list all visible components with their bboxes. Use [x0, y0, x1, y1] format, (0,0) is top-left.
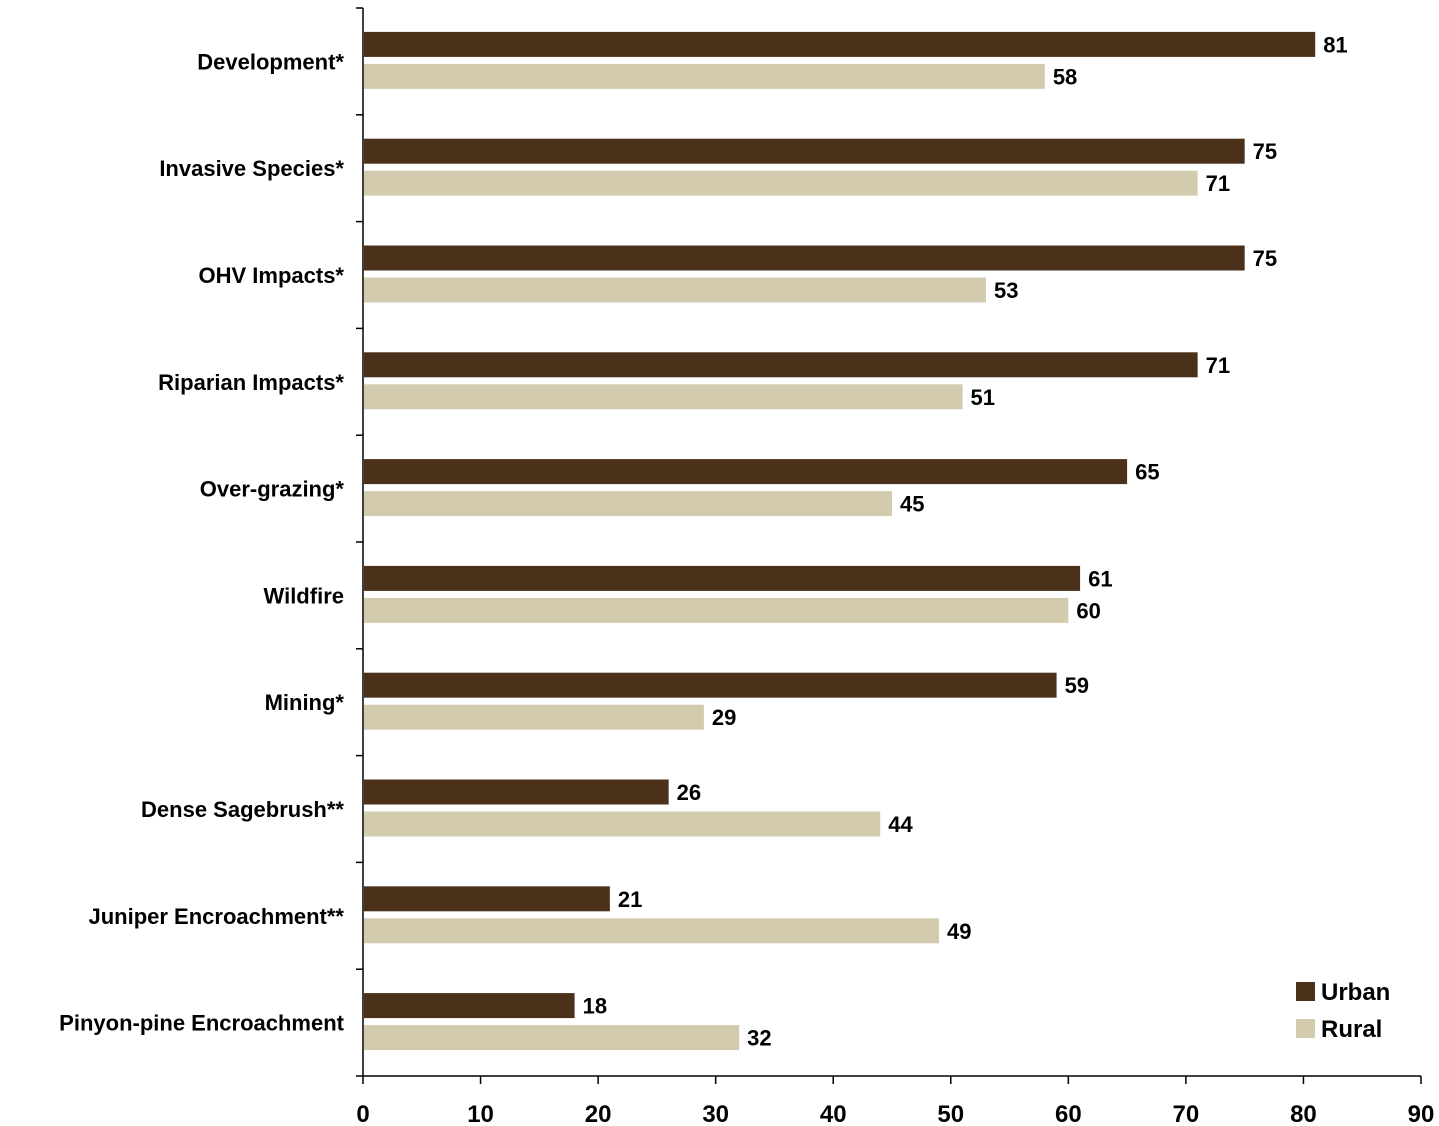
bar-urban	[364, 565, 1081, 591]
category-label: Mining*	[265, 690, 345, 715]
data-label-rural: 60	[1076, 598, 1100, 623]
bar-urban	[364, 672, 1057, 698]
bar-rural	[364, 918, 940, 944]
x-tick-label: 60	[1055, 1101, 1082, 1126]
bar-rural	[364, 384, 963, 410]
category-label: Wildfire	[264, 583, 344, 608]
bar-urban	[364, 886, 610, 912]
legend-label-urban: Urban	[1321, 979, 1390, 1006]
data-label-urban: 59	[1065, 673, 1089, 698]
data-label-urban: 81	[1323, 32, 1347, 57]
data-label-urban: 75	[1253, 246, 1277, 271]
category-label: Development*	[197, 49, 344, 74]
bar-rural	[364, 1025, 740, 1051]
legend-swatch-urban	[1296, 982, 1315, 1001]
data-label-rural: 44	[888, 812, 913, 837]
category-label: Riparian Impacts*	[158, 370, 344, 395]
bar-urban	[364, 993, 575, 1019]
bar-rural	[364, 277, 987, 303]
category-label: Dense Sagebrush**	[141, 797, 344, 822]
data-label-urban: 21	[618, 887, 642, 912]
category-label: Invasive Species*	[159, 156, 344, 181]
bar-rural	[364, 597, 1069, 623]
data-label-urban: 26	[677, 780, 701, 805]
x-tick-label: 90	[1408, 1101, 1435, 1126]
x-tick-label: 40	[820, 1101, 847, 1126]
bar-urban	[364, 31, 1316, 57]
bar-rural	[364, 170, 1198, 196]
data-label-urban: 65	[1135, 460, 1159, 485]
bar-rural	[364, 491, 892, 517]
data-label-urban: 18	[583, 994, 607, 1019]
bar-urban	[364, 352, 1198, 378]
x-tick-label: 70	[1173, 1101, 1200, 1126]
x-tick-label: 0	[356, 1101, 369, 1126]
x-tick-label: 50	[937, 1101, 964, 1126]
data-label-rural: 51	[971, 385, 995, 410]
x-tick-label: 30	[702, 1101, 729, 1126]
data-label-rural: 53	[994, 278, 1018, 303]
bar-rural	[364, 704, 704, 730]
bar-rural	[364, 63, 1045, 89]
bar-urban	[364, 245, 1245, 271]
bar-urban	[364, 138, 1245, 164]
category-label: OHV Impacts*	[199, 263, 345, 288]
data-label-rural: 32	[747, 1026, 771, 1051]
x-tick-label: 80	[1290, 1101, 1317, 1126]
data-label-urban: 75	[1253, 139, 1277, 164]
category-label: Over-grazing*	[200, 477, 345, 502]
data-label-rural: 49	[947, 919, 971, 944]
data-label-rural: 45	[900, 492, 924, 517]
legend-label-rural: Rural	[1321, 1016, 1382, 1043]
data-label-rural: 71	[1206, 171, 1230, 196]
category-label: Pinyon-pine Encroachment	[59, 1011, 344, 1036]
bar-urban	[364, 459, 1128, 485]
legend-swatch-rural	[1296, 1019, 1315, 1038]
category-label: Juniper Encroachment**	[88, 904, 344, 929]
bar-rural	[364, 811, 881, 837]
data-label-rural: 29	[712, 705, 736, 730]
data-label-urban: 61	[1088, 566, 1112, 591]
x-tick-label: 20	[585, 1101, 612, 1126]
data-label-rural: 58	[1053, 64, 1077, 89]
data-label-urban: 71	[1206, 353, 1230, 378]
bar-urban	[364, 779, 669, 805]
x-tick-label: 10	[467, 1101, 494, 1126]
